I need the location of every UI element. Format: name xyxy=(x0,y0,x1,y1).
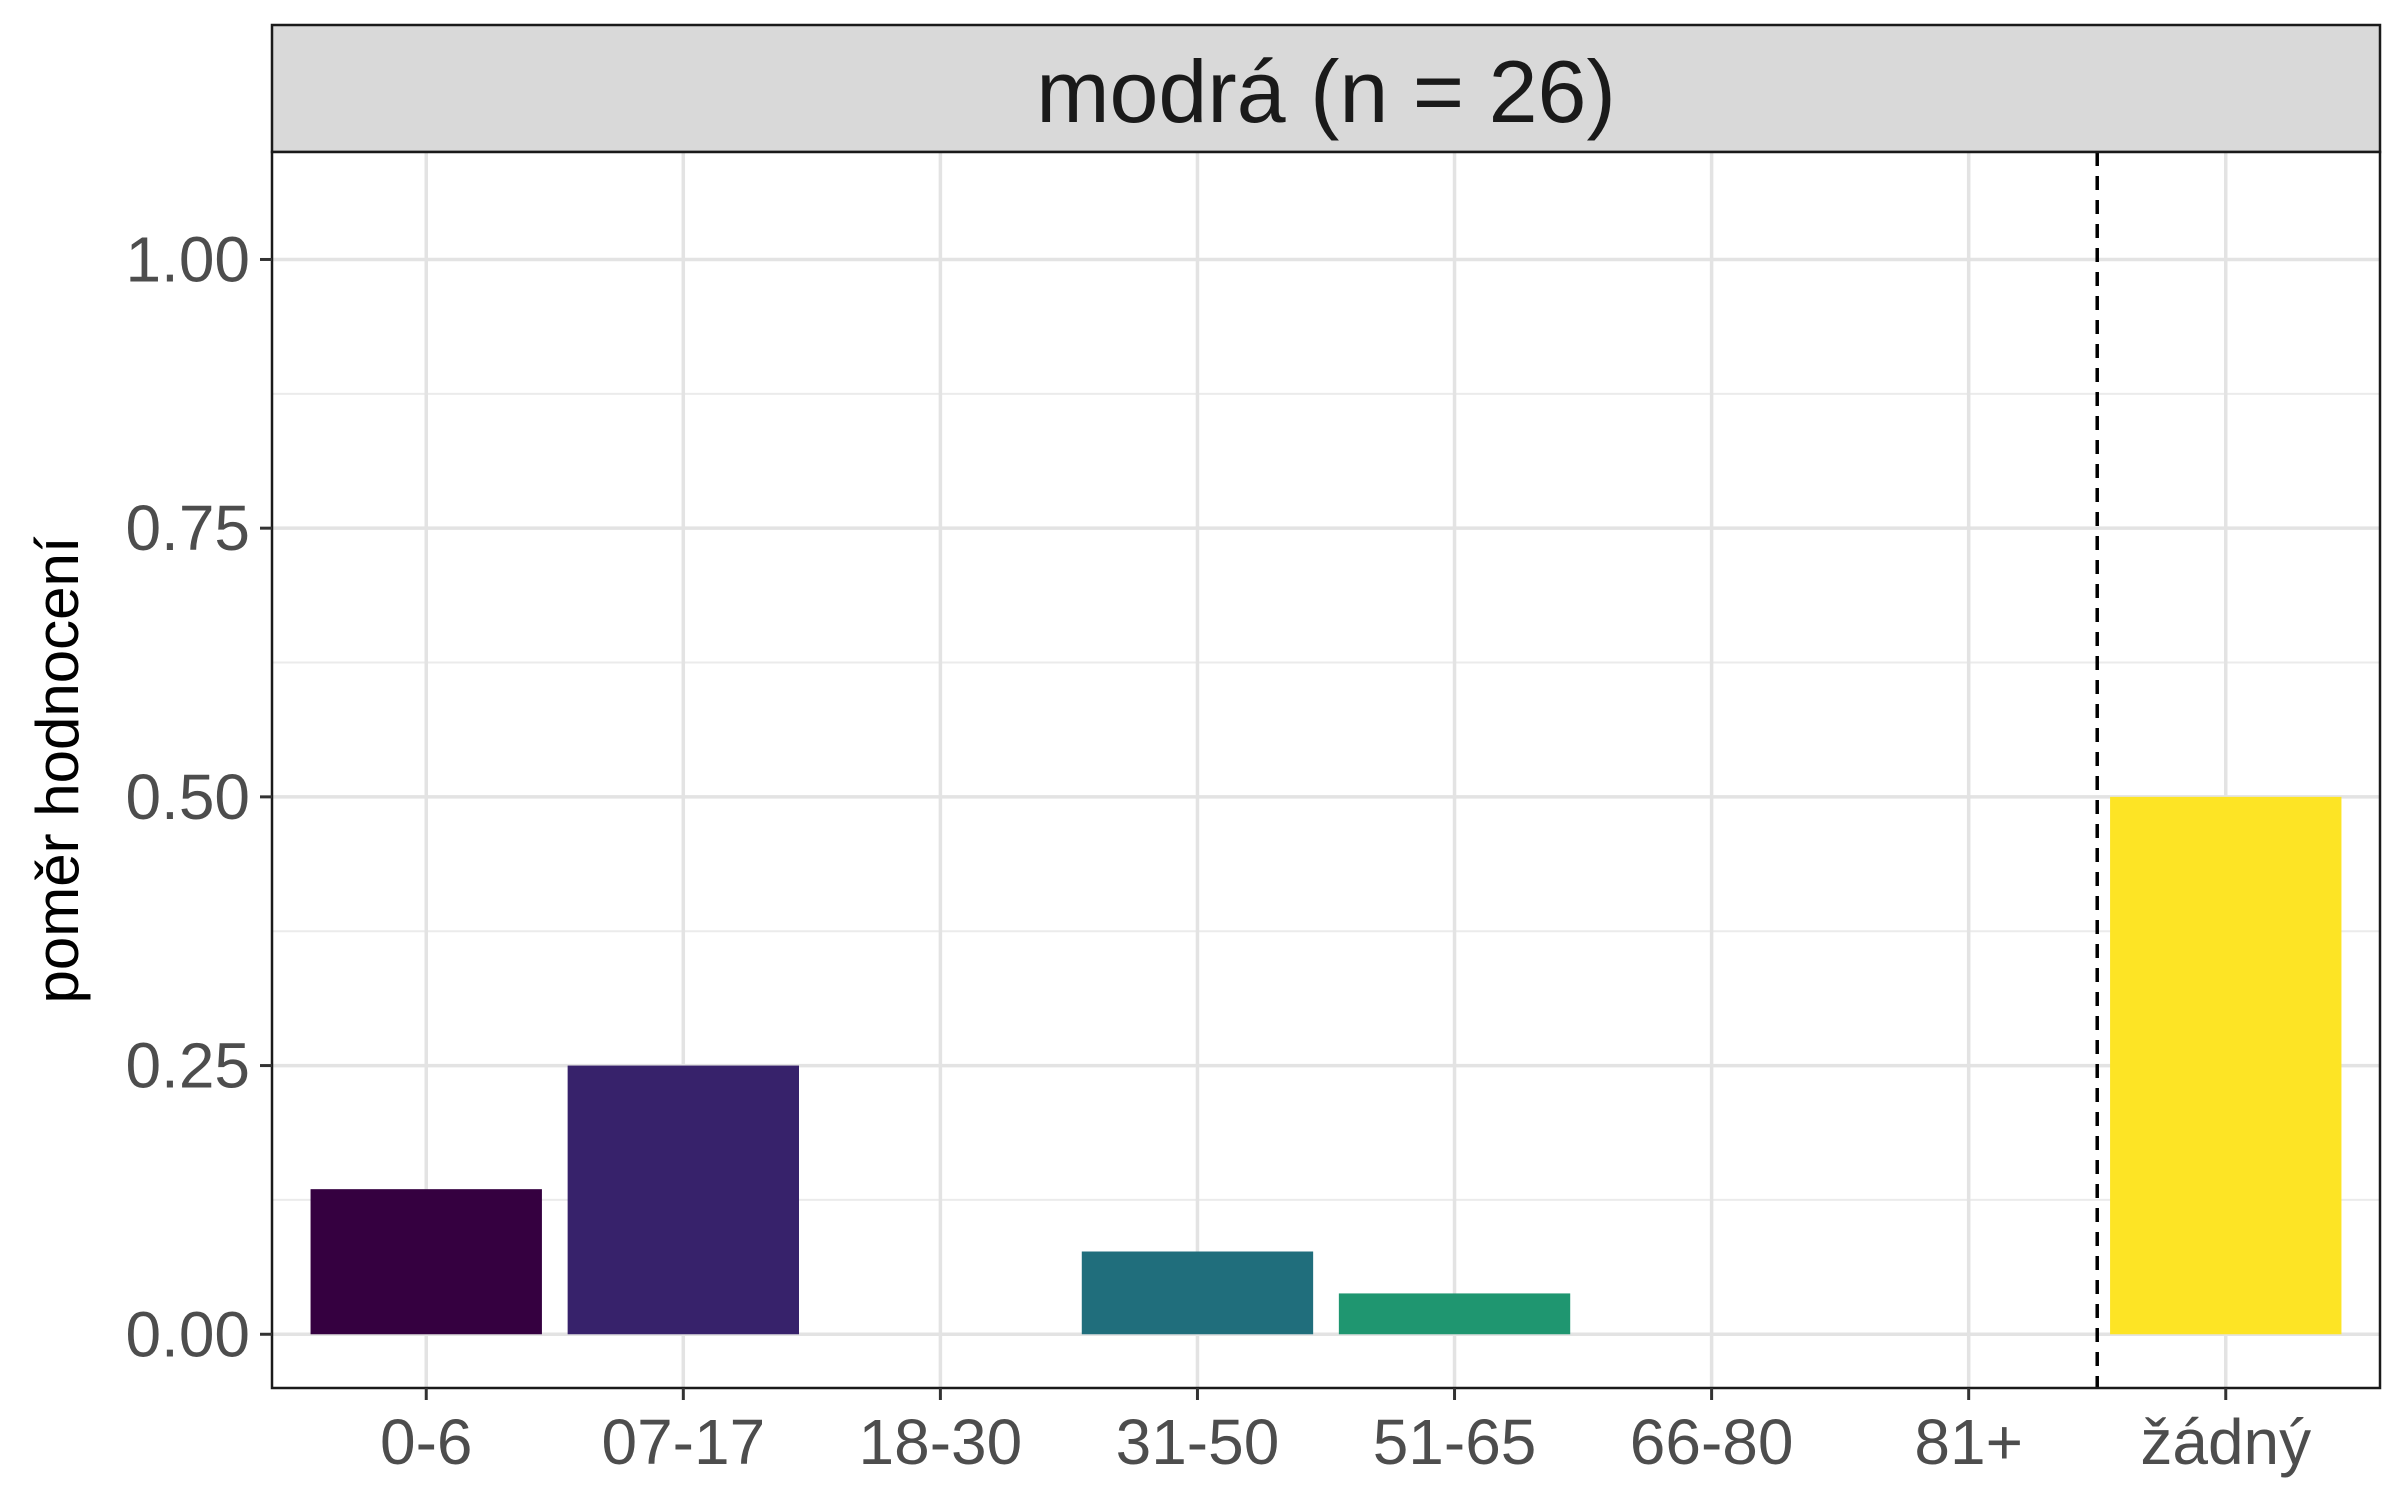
bars xyxy=(310,796,2342,1335)
panel-border xyxy=(270,150,2382,1390)
x-tick-label: 81+ xyxy=(1914,1406,2023,1478)
bar-31-50 xyxy=(1081,1251,1314,1335)
y-tick-label: 0.50 xyxy=(125,761,250,833)
x-tick-label: 31-50 xyxy=(1116,1406,1280,1478)
bar-07-17 xyxy=(567,1065,799,1335)
bar-žádný xyxy=(2110,796,2342,1335)
facet-title: modrá (n = 26) xyxy=(1036,42,1616,141)
y-tick-label: 0.00 xyxy=(125,1298,250,1370)
x-tick-label: 66-80 xyxy=(1630,1406,1794,1478)
y-axis: 0.00 0.25 0.50 0.75 1.00 xyxy=(125,223,272,1370)
x-tick-label: 0-6 xyxy=(380,1406,473,1478)
x-tick-label: 51-65 xyxy=(1373,1406,1537,1478)
x-tick-label: 07-17 xyxy=(601,1406,765,1478)
y-tick-label: 1.00 xyxy=(125,223,250,295)
x-tick-label: žádný xyxy=(2140,1406,2311,1478)
facet-strip xyxy=(270,23,2382,154)
y-axis-title: poměr hodnocení xyxy=(24,536,91,1003)
bar-51-65 xyxy=(1338,1293,1571,1335)
y-tick-label: 0.25 xyxy=(125,1030,250,1102)
x-tick-label: 18-30 xyxy=(859,1406,1023,1478)
y-tick-label: 0.75 xyxy=(125,492,250,564)
bar-0-6 xyxy=(310,1189,542,1335)
x-axis: 0-6 07-17 18-30 31-50 51-65 66-80 81+ žádný xyxy=(380,1388,2311,1478)
